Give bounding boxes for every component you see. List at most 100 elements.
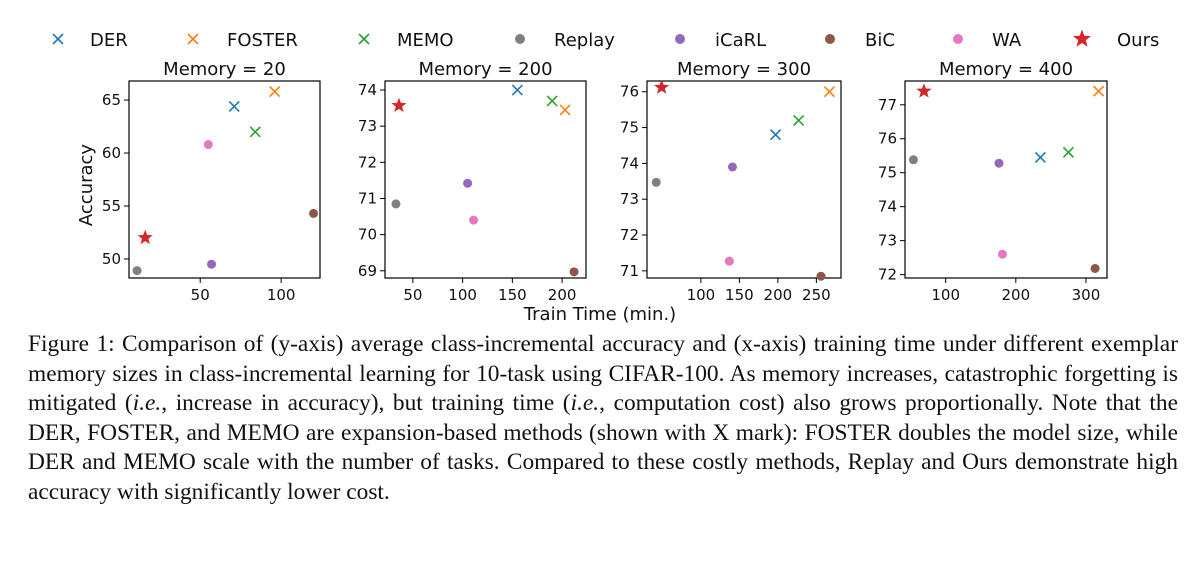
- caption-text-3: , computation cost) also grows proportio…: [28, 390, 1178, 505]
- x-tick-label: 200: [1001, 286, 1030, 304]
- y-tick-label: 77: [878, 96, 897, 114]
- caption-text-2: , increase in accuracy), but training ti…: [161, 390, 571, 416]
- point-bic: [1090, 263, 1100, 273]
- legend-item-icarl: iCaRL: [675, 30, 766, 51]
- y-tick-label: 73: [620, 190, 639, 208]
- plot-memory-20: Memory = 20 50 100 50 55 60 65: [102, 59, 321, 304]
- x-tick-label: 50: [403, 286, 422, 304]
- point-ours: [654, 79, 670, 94]
- y-tick-label: 72: [620, 226, 639, 244]
- x-tick-label: 100: [267, 286, 296, 304]
- x-tick-label: 100: [687, 286, 716, 304]
- y-tick-label: 74: [878, 198, 897, 216]
- point-icarl: [463, 178, 473, 188]
- x-tick-label: 100: [448, 286, 477, 304]
- legend-item-foster: FOSTER: [187, 30, 298, 51]
- y-tick-label: 60: [102, 144, 121, 162]
- point-memo: [1062, 146, 1074, 158]
- legend-marker-memo: [358, 33, 370, 45]
- point-memo: [793, 114, 805, 126]
- point-bic: [309, 208, 319, 218]
- legend-item-replay: Replay: [515, 30, 615, 51]
- y-tick-label: 74: [358, 81, 377, 99]
- y-tick-label: 74: [620, 154, 639, 172]
- plot-memory-200: Memory = 200 50 100 150 200 69 70 71 72 73 74: [358, 59, 587, 304]
- point-ours: [391, 97, 407, 113]
- caption-ie-1: i.e.: [132, 390, 162, 416]
- y-tick-label: 71: [358, 189, 377, 207]
- y-axis-label: Accuracy: [76, 144, 97, 227]
- plot-memory-300: Memory = 300 100 150 200 250 71 72 73 74 75 76: [620, 59, 842, 304]
- point-replay: [391, 199, 401, 209]
- point-replay: [908, 155, 918, 165]
- legend-label-wa: WA: [992, 30, 1022, 51]
- y-tick-label: 72: [878, 266, 897, 284]
- y-tick-label: 65: [102, 91, 121, 109]
- y-tick-label: 71: [620, 262, 639, 280]
- y-tick-label: 75: [878, 164, 897, 182]
- plot-frame: [646, 80, 842, 279]
- legend-item-memo: MEMO: [358, 30, 454, 51]
- legend-marker-ours: [1072, 29, 1092, 47]
- legend-marker-wa: [953, 34, 963, 44]
- point-icarl: [727, 162, 737, 172]
- y-tick-label: 69: [358, 262, 377, 280]
- point-ours: [137, 229, 153, 245]
- y-tick-label: 50: [102, 250, 121, 268]
- point-foster: [1093, 85, 1105, 97]
- legend-label-der: DER: [90, 30, 128, 51]
- point-der: [511, 84, 523, 96]
- plot-title: Memory = 400: [939, 59, 1073, 80]
- legend: DER FOSTER MEMO Replay iCaRL BiC WA Ours: [52, 29, 1159, 51]
- point-replay: [651, 177, 661, 187]
- y-tick-label: 73: [878, 232, 897, 250]
- caption-text-1: Comparison of (y-axis) average class-inc…: [28, 331, 1178, 416]
- point-ours: [916, 83, 932, 98]
- y-tick-label: 73: [358, 117, 377, 135]
- legend-label-icarl: iCaRL: [715, 30, 766, 51]
- plot-frame: [384, 80, 587, 279]
- caption-ie-2: i.e.: [570, 390, 600, 416]
- x-tick-label: 150: [725, 286, 754, 304]
- plot-frame: [128, 80, 321, 279]
- point-foster: [823, 86, 836, 98]
- legend-label-foster: FOSTER: [227, 30, 298, 51]
- y-tick-label: 70: [358, 226, 377, 244]
- x-tick-label: 150: [498, 286, 527, 304]
- point-memo: [546, 95, 558, 107]
- figure-1: DER FOSTER MEMO Replay iCaRL BiC WA Ours Memory…: [52, 29, 1159, 325]
- y-tick-label: 75: [620, 119, 639, 137]
- figure-caption: Figure 1: Comparison of (y-axis) average…: [28, 330, 1178, 507]
- point-der: [769, 129, 782, 141]
- legend-marker-icarl: [675, 34, 685, 44]
- x-tick-label: 50: [191, 286, 210, 304]
- legend-marker-replay: [515, 34, 525, 44]
- x-tick-label: 200: [764, 286, 793, 304]
- legend-label-ours: Ours: [1117, 30, 1159, 51]
- plot-title: Memory = 200: [418, 59, 552, 80]
- legend-label-replay: Replay: [554, 30, 615, 51]
- legend-item-der: DER: [52, 30, 128, 51]
- y-tick-label: 76: [620, 83, 639, 101]
- point-der: [228, 100, 240, 112]
- point-memo: [249, 126, 261, 138]
- plot-frame: [904, 80, 1108, 279]
- point-foster: [269, 86, 281, 98]
- x-tick-label: 300: [1072, 286, 1101, 304]
- plot-memory-400: Memory = 400 100 200 300 72 73 74 75 76 77: [878, 59, 1108, 304]
- y-tick-label: 55: [102, 197, 121, 215]
- x-axis-label: Train Time (min.): [523, 304, 676, 325]
- legend-label-bic: BiC: [865, 30, 895, 51]
- point-foster: [559, 104, 571, 116]
- legend-marker-foster: [187, 33, 199, 45]
- point-wa: [469, 215, 479, 225]
- point-wa: [997, 249, 1007, 259]
- x-tick-label: 200: [548, 286, 577, 304]
- legend-marker-bic: [825, 34, 835, 44]
- legend-item-ours: Ours: [1072, 29, 1159, 51]
- point-icarl: [207, 259, 217, 269]
- point-bic: [569, 267, 579, 277]
- y-tick-label: 72: [358, 153, 377, 171]
- legend-item-bic: BiC: [825, 30, 895, 51]
- x-tick-label: 250: [802, 286, 831, 304]
